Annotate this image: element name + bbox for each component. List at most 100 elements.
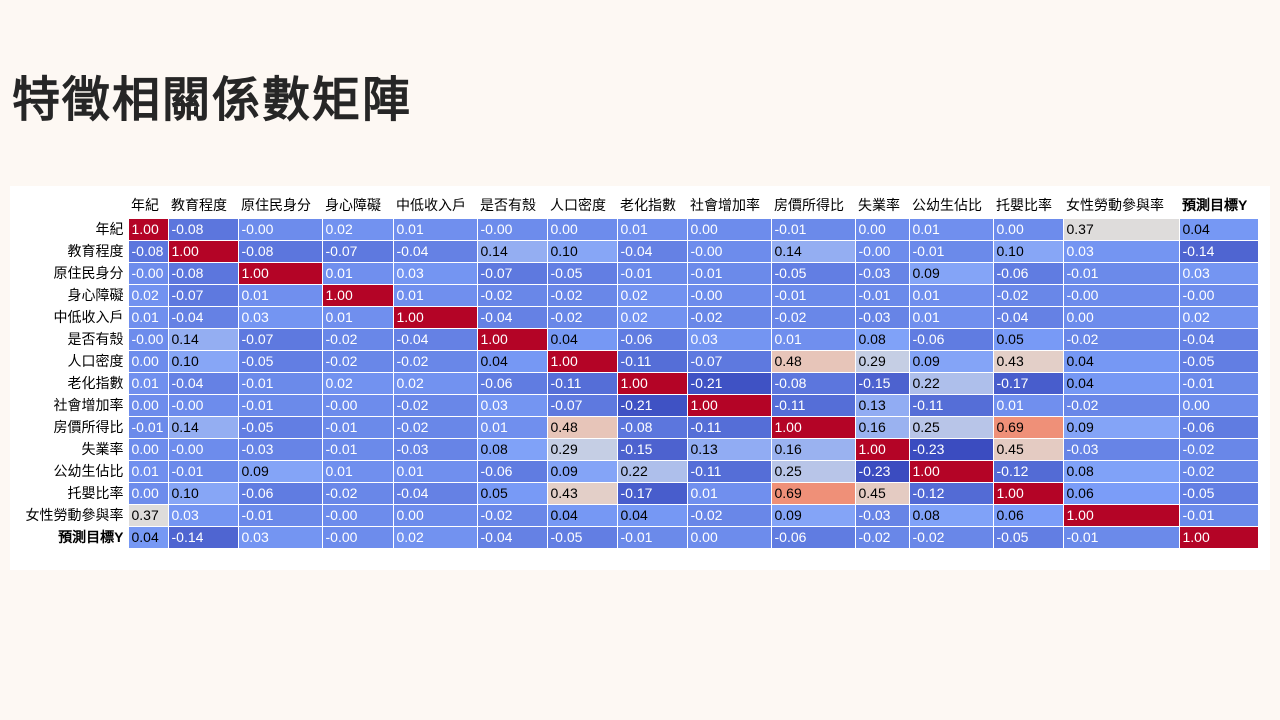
heatmap-cell: -0.01 bbox=[1178, 371, 1259, 395]
heatmap-cell: -0.21 bbox=[616, 393, 688, 417]
heatmap-cell: -0.04 bbox=[476, 525, 548, 549]
heatmap-cell: 0.04 bbox=[476, 349, 548, 373]
heatmap-cell: 0.04 bbox=[1062, 349, 1180, 373]
heatmap-cell: 0.08 bbox=[908, 503, 994, 527]
heatmap-cell: 0.00 bbox=[546, 217, 618, 241]
column-label-var-12: 公幼生佔比 bbox=[912, 196, 982, 213]
heatmap-cell: 0.04 bbox=[546, 503, 618, 527]
matrix-corner bbox=[10, 186, 128, 218]
heatmap-cell: 0.05 bbox=[476, 481, 548, 505]
heatmap-cell: 0.02 bbox=[127, 283, 169, 307]
heatmap-cell: 0.08 bbox=[1062, 459, 1180, 483]
matrix-row: 公幼生佔比 0.01 -0.01 0.09 0.01 0.01 -0.06 0.09 0.22-… bbox=[10, 459, 1259, 483]
heatmap-cell: -0.12 bbox=[992, 459, 1064, 483]
heatmap-cell: -0.06 bbox=[770, 525, 856, 549]
heatmap-cell: -0.00 bbox=[237, 217, 323, 241]
heatmap-cell: 0.25 bbox=[770, 459, 856, 483]
matrix-row: 老化指數 0.01 -0.04 -0.01 0.02 0.02 -0.06 -0.11 1.00… bbox=[10, 371, 1259, 395]
heatmap-cell: 0.29 bbox=[546, 437, 618, 461]
heatmap-cell: -0.08 bbox=[237, 239, 323, 263]
matrix-row: 房價所得比 -0.01 0.14 -0.05 -0.01 -0.02 0.01 0.48 -0.… bbox=[10, 415, 1259, 439]
heatmap-cell: 0.00 bbox=[127, 393, 169, 417]
heatmap-cell: -0.00 bbox=[167, 437, 239, 461]
correlation-matrix-panel: 年紀 教育程度 原住民身分 身心障礙 中低收入戶 是否有殼 人口密度 老化指數 社會增加率 房價所… bbox=[10, 186, 1270, 570]
row-label-var-9: 社會增加率 bbox=[53, 397, 124, 413]
heatmap-cell: 0.09 bbox=[908, 349, 994, 373]
heatmap-cell: -0.03 bbox=[1062, 437, 1180, 461]
heatmap-cell: -0.23 bbox=[854, 459, 910, 483]
heatmap-cell: -0.11 bbox=[686, 459, 772, 483]
matrix-row: 是否有殼 -0.00 0.14 -0.07 -0.02 -0.04 1.00 0.04 -0.0… bbox=[10, 327, 1259, 351]
heatmap-cell: 0.00 bbox=[127, 481, 169, 505]
heatmap-cell: 0.37 bbox=[1062, 217, 1180, 241]
row-label-var-11: 失業率 bbox=[81, 441, 124, 457]
heatmap-cell: 0.48 bbox=[770, 349, 856, 373]
heatmap-cell: 0.10 bbox=[546, 239, 618, 263]
heatmap-cell: -0.02 bbox=[770, 305, 856, 329]
column-label-var-15: 預測目標Y bbox=[1182, 196, 1248, 213]
heatmap-cell: -0.04 bbox=[476, 305, 548, 329]
heatmap-cell: -0.06 bbox=[237, 481, 323, 505]
heatmap-cell: 0.09 bbox=[770, 503, 856, 527]
heatmap-cell: 1.00 bbox=[1178, 525, 1259, 549]
row-label-var-15: 預測目標Y bbox=[58, 529, 124, 545]
heatmap-cell: 0.06 bbox=[992, 503, 1064, 527]
heatmap-cell: -0.00 bbox=[686, 283, 772, 307]
heatmap-cell: -0.00 bbox=[321, 525, 394, 549]
heatmap-cell: -0.07 bbox=[476, 261, 548, 285]
heatmap-cell: 1.00 bbox=[167, 239, 239, 263]
heatmap-cell: 0.14 bbox=[167, 415, 239, 439]
heatmap-cell: 0.02 bbox=[616, 283, 688, 307]
matrix-row: 教育程度 -0.08 1.00 -0.08 -0.07 -0.04 0.14 0.10 -0.0… bbox=[10, 239, 1259, 263]
heatmap-cell: -0.01 bbox=[770, 217, 856, 241]
heatmap-cell: 0.02 bbox=[392, 525, 478, 549]
heatmap-cell: -0.02 bbox=[392, 349, 478, 373]
heatmap-cell: -0.02 bbox=[392, 415, 478, 439]
heatmap-cell: -0.23 bbox=[908, 437, 994, 461]
heatmap-cell: -0.05 bbox=[237, 415, 323, 439]
heatmap-cell: 0.09 bbox=[237, 459, 323, 483]
heatmap-cell: 1.00 bbox=[770, 415, 856, 439]
heatmap-cell: -0.00 bbox=[476, 217, 548, 241]
row-label-var-13: 托嬰比率 bbox=[67, 485, 124, 501]
heatmap-cell: 0.03 bbox=[167, 503, 239, 527]
heatmap-cell: 0.02 bbox=[321, 371, 394, 395]
heatmap-cell: -0.03 bbox=[854, 261, 910, 285]
heatmap-cell: -0.07 bbox=[167, 283, 239, 307]
heatmap-cell: 0.00 bbox=[686, 217, 772, 241]
row-label-var-2: 教育程度 bbox=[67, 243, 124, 259]
heatmap-cell: -0.08 bbox=[167, 217, 239, 241]
matrix-row: 社會增加率 0.00 -0.00 -0.01 -0.00 -0.02 0.03 -0.07 -0… bbox=[10, 393, 1259, 417]
heatmap-cell: -0.04 bbox=[167, 305, 239, 329]
heatmap-cell: 0.03 bbox=[686, 327, 772, 351]
heatmap-cell: 0.01 bbox=[908, 305, 994, 329]
column-label-var-11: 失業率 bbox=[858, 196, 900, 213]
heatmap-cell: -0.11 bbox=[770, 393, 856, 417]
heatmap-cell: -0.07 bbox=[321, 239, 394, 263]
column-label-var-7: 人口密度 bbox=[550, 196, 606, 213]
column-label-var-1: 年紀 bbox=[131, 196, 159, 213]
heatmap-cell: 1.00 bbox=[127, 217, 169, 241]
column-label-var-5: 中低收入戶 bbox=[396, 196, 466, 213]
heatmap-cell: -0.04 bbox=[1178, 327, 1259, 351]
heatmap-cell: -0.15 bbox=[616, 437, 688, 461]
matrix-row: 人口密度 0.00 0.10 -0.05 -0.02 -0.02 0.04 1.00 -0.11… bbox=[10, 349, 1259, 373]
heatmap-cell: -0.02 bbox=[1178, 437, 1259, 461]
heatmap-cell: -0.02 bbox=[476, 283, 548, 307]
heatmap-cell: 0.08 bbox=[854, 327, 910, 351]
heatmap-cell: -0.02 bbox=[546, 305, 618, 329]
heatmap-cell: 0.03 bbox=[1062, 239, 1180, 263]
heatmap-cell: 0.03 bbox=[392, 261, 478, 285]
heatmap-cell: -0.05 bbox=[770, 261, 856, 285]
heatmap-cell: -0.00 bbox=[854, 239, 910, 263]
heatmap-cell: 0.01 bbox=[321, 305, 394, 329]
heatmap-cell: 0.13 bbox=[686, 437, 772, 461]
heatmap-cell: -0.01 bbox=[616, 525, 688, 549]
row-label-var-7: 人口密度 bbox=[67, 353, 124, 369]
heatmap-cell: -0.02 bbox=[321, 349, 394, 373]
heatmap-cell: -0.05 bbox=[546, 525, 618, 549]
row-label-var-12: 公幼生佔比 bbox=[53, 463, 124, 479]
correlation-matrix-table: 年紀 教育程度 原住民身分 身心障礙 中低收入戶 是否有殼 人口密度 老化指數 社會增加率 房價所… bbox=[10, 186, 1259, 549]
heatmap-cell: 0.06 bbox=[1062, 481, 1180, 505]
